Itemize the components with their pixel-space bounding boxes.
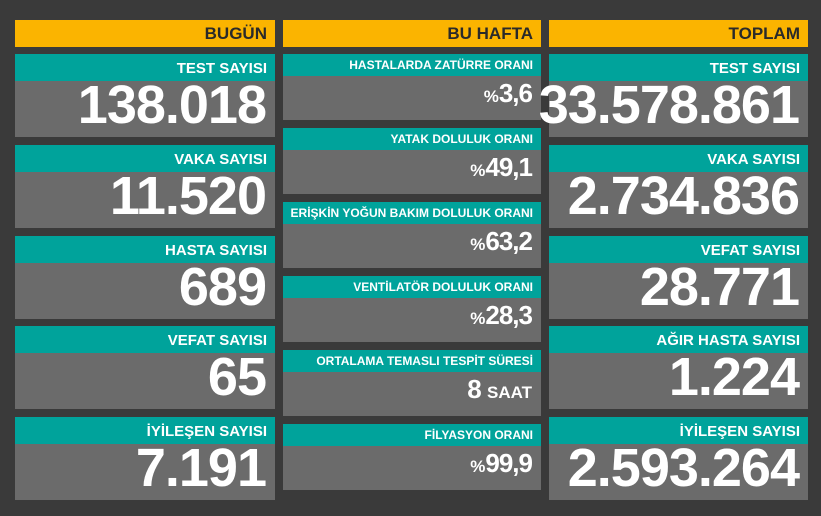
value-number: 49,1 xyxy=(485,152,533,182)
stat-value: 138.018 xyxy=(77,75,267,135)
stat-label: HASTA SAYISI xyxy=(15,235,275,263)
stat-label: YATAK DOLULUK ORANI xyxy=(283,128,541,150)
stat-value: 65 xyxy=(207,347,267,408)
value-number: 2.734.836 xyxy=(567,165,800,226)
value-number: 2.593.264 xyxy=(567,438,800,498)
value-suffix: SAAT xyxy=(486,383,532,402)
stat-value: 689 xyxy=(178,256,267,317)
stat-card: AĞIR HASTA SAYISI 1.224 xyxy=(549,326,808,410)
value-number: 11.520 xyxy=(109,165,267,226)
stat-value: 2.593.264 xyxy=(567,438,800,498)
stat-value: %28,3 xyxy=(470,300,533,334)
column-header: BU HAFTA xyxy=(283,20,541,47)
stat-value: %63,2 xyxy=(470,226,533,260)
stat-label: VAKA SAYISI xyxy=(15,144,275,172)
value-prefix: % xyxy=(470,309,486,328)
column: TOPLAM TEST SAYISI 33.578.861 VAKA SAYISI 2.… xyxy=(539,20,808,501)
value-prefix: % xyxy=(470,457,486,476)
stat-card: HASTALARDA ZATÜRRE ORANI %3,6 xyxy=(283,54,541,120)
value-prefix: % xyxy=(483,87,499,106)
stat-card: VEFAT SAYISI 28.771 xyxy=(549,235,808,319)
stat-label: VENTİLATÖR DOLULUK ORANI xyxy=(283,276,541,298)
column-header: BUGÜN xyxy=(15,20,275,47)
stat-value: 7.191 xyxy=(135,438,267,498)
stat-card: TEST SAYISI 33.578.861 xyxy=(539,54,808,137)
value-number: 33.578.861 xyxy=(538,75,800,135)
column: BUGÜN TEST SAYISI 138.018 VAKA SAYISI 11.520… xyxy=(15,20,275,501)
value-number: 3,6 xyxy=(498,78,533,108)
stat-card: TEST SAYISI 138.018 xyxy=(15,54,275,137)
stat-value: 1.224 xyxy=(668,347,800,408)
stat-card: İYİLEŞEN SAYISI 2.593.264 xyxy=(549,417,808,500)
value-number: 65 xyxy=(207,347,267,408)
stat-label: VAKA SAYISI xyxy=(549,144,808,172)
value-number: 689 xyxy=(178,256,267,317)
stat-label: VEFAT SAYISI xyxy=(15,326,275,354)
stat-label: TEST SAYISI xyxy=(549,54,808,81)
stat-value: %49,1 xyxy=(470,152,533,186)
value-number: 7.191 xyxy=(135,438,267,498)
stat-card: VEFAT SAYISI 65 xyxy=(15,326,275,410)
column-header: TOPLAM xyxy=(549,20,808,47)
stat-value: %99,9 xyxy=(470,448,533,482)
stat-label: AĞIR HASTA SAYISI xyxy=(549,326,808,354)
value-number: 99,9 xyxy=(485,448,533,478)
stat-label: İYİLEŞEN SAYISI xyxy=(15,417,275,444)
stat-card: ERİŞKİN YOĞUN BAKIM DOLULUK ORANI %63,2 xyxy=(283,202,541,268)
value-number: 28,3 xyxy=(485,300,533,330)
stat-value: 28.771 xyxy=(639,256,800,317)
stat-card: YATAK DOLULUK ORANI %49,1 xyxy=(283,128,541,194)
value-prefix: % xyxy=(470,161,486,180)
stat-value: 33.578.861 xyxy=(538,75,800,135)
stat-label: İYİLEŞEN SAYISI xyxy=(549,417,808,444)
stat-card: HASTA SAYISI 689 xyxy=(15,235,275,319)
stat-label: ERİŞKİN YOĞUN BAKIM DOLULUK ORANI xyxy=(283,202,541,224)
stat-card: ORTALAMA TEMASLI TESPİT SÜRESİ 8 SAAT xyxy=(283,350,541,416)
stat-card: VAKA SAYISI 2.734.836 xyxy=(549,144,808,228)
stat-card: FİLYASYON ORANI %99,9 xyxy=(283,424,541,490)
stat-label: VEFAT SAYISI xyxy=(549,235,808,263)
value-number: 138.018 xyxy=(77,75,267,135)
stat-value: 11.520 xyxy=(109,165,267,226)
stat-label: ORTALAMA TEMASLI TESPİT SÜRESİ xyxy=(283,350,541,372)
value-number: 28.771 xyxy=(639,256,800,317)
stat-card: İYİLEŞEN SAYISI 7.191 xyxy=(15,417,275,500)
stat-label: FİLYASYON ORANI xyxy=(283,424,541,446)
value-prefix: % xyxy=(470,235,486,254)
stat-value: %3,6 xyxy=(483,78,533,112)
stat-card: VAKA SAYISI 11.520 xyxy=(15,144,275,228)
stat-label: TEST SAYISI xyxy=(15,54,275,81)
stat-value: 2.734.836 xyxy=(567,165,800,226)
stat-label: HASTALARDA ZATÜRRE ORANI xyxy=(283,54,541,76)
stat-value: 8 SAAT xyxy=(467,374,532,408)
value-number: 63,2 xyxy=(485,226,533,256)
column: BU HAFTA HASTALARDA ZATÜRRE ORANI %3,6 YATA… xyxy=(283,20,541,501)
stat-card: VENTİLATÖR DOLULUK ORANI %28,3 xyxy=(283,276,541,342)
value-number: 8 xyxy=(467,374,482,404)
value-number: 1.224 xyxy=(668,347,800,408)
